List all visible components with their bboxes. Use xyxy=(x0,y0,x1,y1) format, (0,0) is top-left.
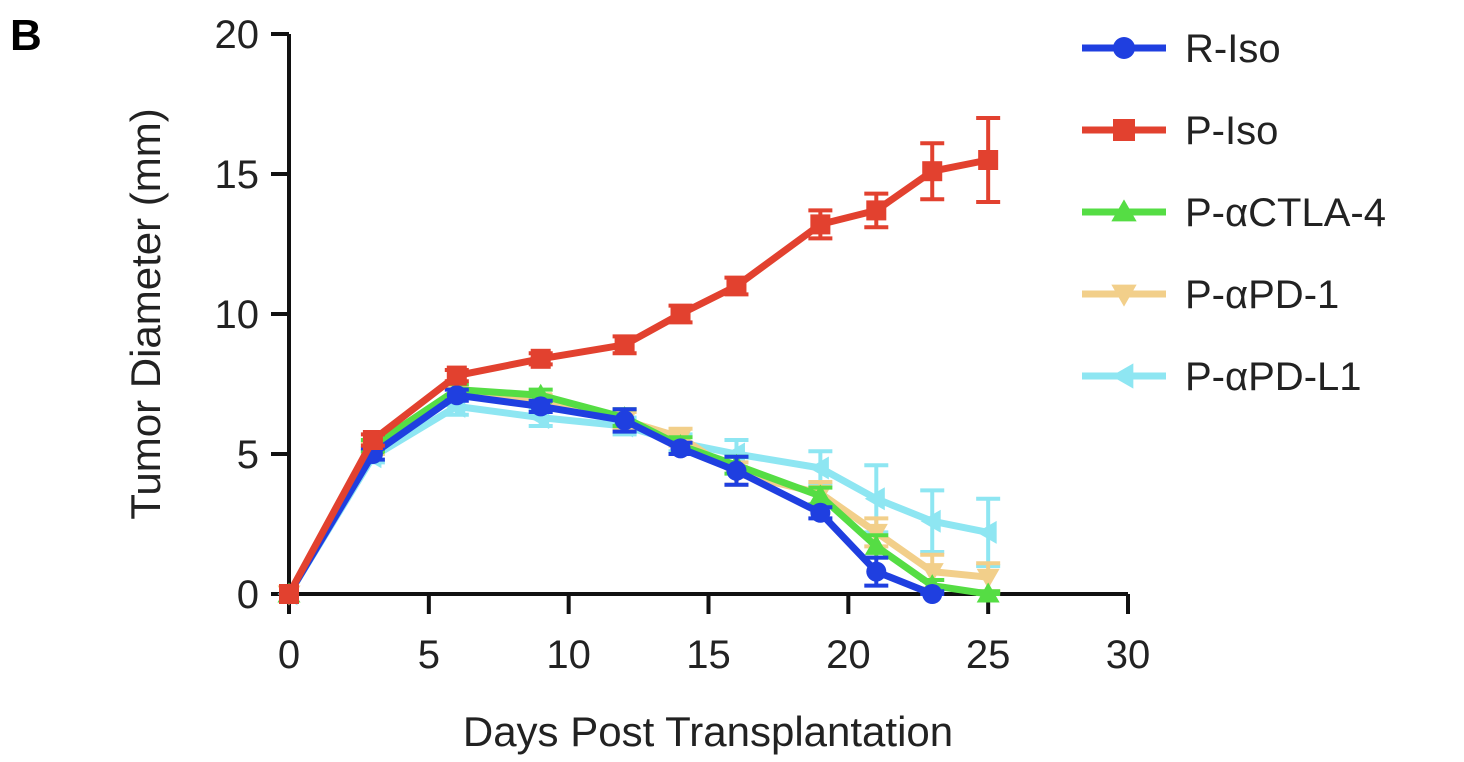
data-point xyxy=(726,276,747,296)
x-tick-label: 25 xyxy=(966,633,1011,677)
data-point xyxy=(446,365,467,386)
data-point xyxy=(614,410,635,431)
legend-label: R-Iso xyxy=(1185,27,1281,71)
data-point xyxy=(726,460,747,481)
x-tick-label: 30 xyxy=(1106,633,1151,677)
data-point xyxy=(808,456,829,480)
y-tick-label: 20 xyxy=(215,13,260,57)
y-tick-label: 10 xyxy=(215,293,260,337)
series-r-iso xyxy=(279,385,945,604)
x-ticks: 0 5 10 15 20 25 30 xyxy=(278,594,1150,677)
x-tick-label: 5 xyxy=(418,633,440,677)
data-point xyxy=(920,563,944,584)
data-point xyxy=(724,442,745,466)
legend: R-Iso P-Iso P-αCTLA-4 P-αPD-1 P-αPD-L1 xyxy=(1082,27,1386,399)
x-tick-label: 10 xyxy=(546,633,591,677)
legend-item: P-Iso xyxy=(1082,109,1278,153)
series-p-ctla-4 xyxy=(277,378,1001,603)
y-tick-label: 0 xyxy=(237,573,259,617)
data-point xyxy=(864,487,885,511)
legend-swatch-marker xyxy=(1111,199,1137,222)
legend-label: P-αPD-1 xyxy=(1185,273,1339,317)
data-point xyxy=(810,502,831,523)
legend-swatch-marker xyxy=(1111,363,1134,389)
legend-item: R-Iso xyxy=(1082,27,1281,71)
legend-item: P-αCTLA-4 xyxy=(1082,191,1386,235)
series-p-iso xyxy=(279,116,1001,604)
legend-item: P-αPD-1 xyxy=(1082,273,1339,317)
axes xyxy=(287,34,1128,596)
data-point xyxy=(670,438,691,459)
data-point xyxy=(920,509,941,533)
legend-swatch-marker xyxy=(1113,37,1135,59)
data-point xyxy=(976,582,1000,603)
data-point xyxy=(864,534,888,555)
x-tick-label: 0 xyxy=(278,633,300,677)
x-axis-title: Days Post Transplantation xyxy=(463,708,953,755)
data-point xyxy=(922,161,943,182)
legend-item: P-αPD-L1 xyxy=(1082,355,1362,399)
data-point xyxy=(614,334,635,355)
legend-label: P-αPD-L1 xyxy=(1185,355,1362,399)
data-point xyxy=(362,430,383,450)
legend-label: P-Iso xyxy=(1185,109,1278,153)
data-point xyxy=(978,150,999,170)
x-tick-label: 15 xyxy=(686,633,731,677)
data-point xyxy=(922,584,943,604)
data-point xyxy=(530,348,551,369)
data-point xyxy=(446,385,467,406)
legend-swatch-marker xyxy=(1111,284,1137,307)
data-point xyxy=(279,584,299,604)
data-point xyxy=(530,396,551,417)
data-point xyxy=(810,214,831,235)
y-tick-label: 5 xyxy=(237,433,259,477)
data-point xyxy=(976,520,997,544)
data-point xyxy=(670,304,691,324)
data-point xyxy=(808,484,832,505)
data-point xyxy=(976,568,1000,589)
legend-swatch-marker xyxy=(1113,119,1135,141)
series-p-pd-1 xyxy=(277,383,1001,606)
series-layer xyxy=(277,116,1001,606)
y-axis-title: Tumor Diameter (mm) xyxy=(122,108,169,519)
panel-label: B xyxy=(10,11,42,60)
series-line xyxy=(285,391,936,598)
data-point xyxy=(866,561,887,582)
data-point xyxy=(866,200,887,221)
x-tick-label: 20 xyxy=(826,633,871,677)
y-ticks: 0 5 10 15 20 xyxy=(215,13,289,617)
y-tick-label: 15 xyxy=(215,153,260,197)
legend-label: P-αCTLA-4 xyxy=(1185,191,1386,235)
